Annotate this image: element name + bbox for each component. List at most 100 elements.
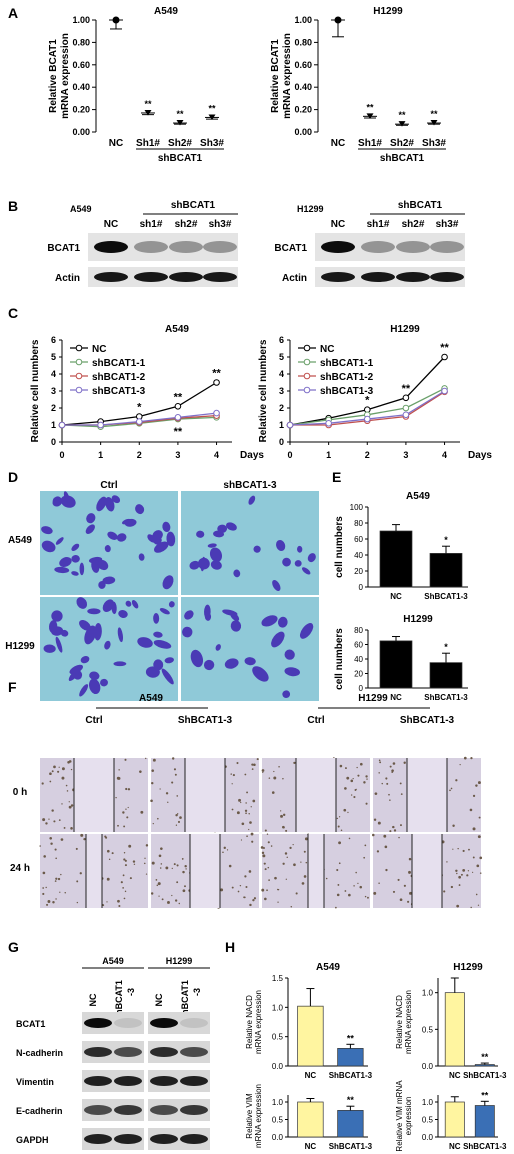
cell-dot <box>61 803 63 805</box>
cell-dot <box>51 809 54 812</box>
row-label: E-cadherin <box>16 1106 63 1116</box>
cell-dot <box>475 784 478 787</box>
stained-cell <box>284 649 295 660</box>
chart-h-1: A549 0.0 0.5 1.0 1.5 Relative NACD mRNA expres… <box>245 962 373 1080</box>
panel-d-images: Ctrl shBCAT1-3 A549 H1299 <box>5 480 319 701</box>
cell-dot <box>237 890 240 893</box>
y-tick-label: 3 <box>279 386 284 396</box>
x-tick-label: 4 <box>214 450 219 460</box>
cell-dot <box>129 877 132 880</box>
cell-dot <box>245 812 247 815</box>
cell-dot <box>407 900 410 903</box>
stained-cell <box>60 629 69 637</box>
cell-dot <box>220 888 224 892</box>
cell-dot <box>83 837 86 841</box>
cell-dot <box>336 868 339 872</box>
cell-dot <box>452 848 454 850</box>
cell-dot <box>284 852 288 855</box>
cell-dot <box>354 789 357 791</box>
lane-label: NC <box>88 993 98 1006</box>
cell-dot <box>42 892 45 896</box>
cell-dot <box>244 809 248 812</box>
cell-dot <box>175 814 178 817</box>
cell-dot <box>260 846 264 849</box>
y-tick-label: 0.00 <box>294 127 312 137</box>
band <box>180 1047 208 1057</box>
chart-title: A549 <box>316 962 340 973</box>
cell-dot <box>145 873 148 875</box>
stained-cell <box>76 597 88 609</box>
y-axis-label: Relative BCAT1 <box>48 39 59 113</box>
cell-dot <box>392 762 396 765</box>
y-axis-label: Relative VIM mRNA <box>395 1080 404 1152</box>
data-point <box>334 16 342 24</box>
legend-label: NC <box>320 344 334 355</box>
panel-letter-B: B <box>8 198 18 214</box>
x-tick-label: NC <box>305 1071 317 1080</box>
cell-dot <box>165 792 169 795</box>
band <box>396 272 430 282</box>
cell-dot <box>126 816 129 819</box>
cell-dot <box>271 791 275 794</box>
stained-cell <box>79 684 89 697</box>
cell-dot <box>477 781 481 785</box>
cell-dot <box>266 833 269 835</box>
cell-dot <box>456 872 458 875</box>
cell-dot <box>252 899 255 902</box>
cell-dot <box>122 874 125 877</box>
cell-dot <box>282 826 285 829</box>
cell-dot <box>450 885 454 889</box>
data-point <box>213 409 220 417</box>
cell-dot <box>449 789 451 792</box>
cell-dot <box>280 814 283 818</box>
cell-dot <box>366 778 368 780</box>
cell-dot <box>185 868 187 870</box>
bar <box>379 530 413 588</box>
row-label: Actin <box>55 273 80 284</box>
bar <box>429 553 463 588</box>
stained-cell <box>248 495 256 505</box>
y-tick-label: 4 <box>279 369 284 379</box>
cell-dot <box>409 891 412 895</box>
lane-label: sh3# <box>436 219 459 230</box>
y-tick-label: 1.00 <box>294 15 312 25</box>
row-label: A549 <box>8 535 32 546</box>
cell-dot <box>338 841 341 845</box>
x-axis-label: Days <box>240 450 264 461</box>
cell-dot <box>152 758 156 762</box>
cell-dot <box>51 770 54 773</box>
cell-dot <box>373 818 377 821</box>
cell-dot <box>236 811 240 815</box>
y-tick-label: 6 <box>279 335 284 345</box>
cell-dot <box>251 768 254 771</box>
cell-dot <box>64 891 66 894</box>
cell-dot <box>262 771 264 773</box>
cell-dot <box>340 829 343 832</box>
sig-mark: ** <box>481 1090 489 1100</box>
legend-label: shBCAT1-2 <box>92 372 146 383</box>
cell-dot <box>117 824 119 827</box>
stained-cell <box>153 659 164 671</box>
x-tick-label: NC <box>449 1142 461 1151</box>
stained-cell <box>244 657 256 666</box>
cell-dot <box>111 852 114 855</box>
cell-dot <box>124 758 127 761</box>
y-axis-label: mRNA expression <box>254 990 263 1054</box>
stained-cell <box>97 559 109 571</box>
stained-cell <box>79 562 85 576</box>
stained-cell <box>55 537 64 545</box>
cell-dot <box>400 793 403 795</box>
cell-dot <box>123 858 126 861</box>
cell-dot <box>285 878 287 880</box>
cell-dot <box>68 805 72 809</box>
stained-cell <box>307 553 316 563</box>
wound-gap <box>74 758 114 832</box>
band <box>321 272 355 282</box>
y-tick-label: 0.0 <box>422 1133 434 1142</box>
cell-dot <box>338 816 341 818</box>
cell-dot <box>49 772 52 776</box>
cell-dot <box>144 857 146 859</box>
stained-cell <box>166 531 176 547</box>
cell-dot <box>353 885 355 887</box>
stained-cell <box>96 496 107 512</box>
